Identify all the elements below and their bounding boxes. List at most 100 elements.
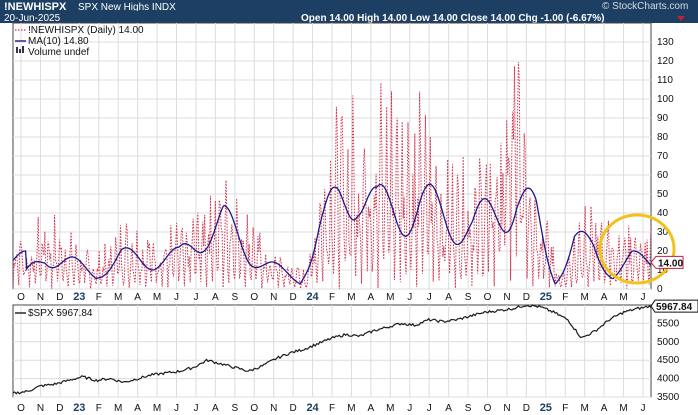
x-tick-label: F [562,403,568,414]
x-tick-label: D [290,403,297,414]
x-tick-label: A [368,292,375,303]
down-triangle-icon [677,16,685,21]
y-tick-label: 130 [657,37,674,48]
y-tick-label: 120 [657,56,674,67]
y-tick-label: 3500 [657,392,680,403]
x-tick-label: 24 [306,291,319,303]
last-value-tag-bottom [650,299,698,313]
x-tick-label: 25 [540,402,552,414]
legend-label: $SPX 5967.84 [28,308,93,319]
y-tick-label: 0 [657,284,663,295]
x-tick-label: J [427,292,432,303]
spx-series-line [12,304,652,395]
y-tick-label: 40 [657,208,669,219]
x-tick-label: S [465,403,472,414]
x-tick-label: S [231,403,238,414]
x-tick-label: M [114,292,122,303]
y-tick-label: 100 [657,94,674,105]
highlight-circle [598,213,676,285]
x-tick-label: N [503,403,510,414]
date-strip [0,11,300,23]
x-tick-label: M [347,403,355,414]
x-tick-label: J [641,292,646,303]
x-tick-label: M [153,403,161,414]
x-tick-label: D [523,403,530,414]
legend-label: Volume undef [28,47,89,58]
last-value-label-bottom: 5967.84 [656,302,693,313]
x-tick-label: N [37,403,44,414]
x-tick-label: M [619,403,627,414]
x-tick-label: M [581,292,589,303]
x-tick-label: J [193,292,198,303]
legend-swatch-volume [19,49,21,53]
x-tick-label: M [619,292,627,303]
y-tick-label: 30 [657,227,669,238]
legend-label: !NEWHISPX (Daily) 14.00 [28,25,144,36]
x-tick-label: O [484,292,492,303]
x-tick-label: M [114,403,122,414]
x-tick-label: O [484,403,492,414]
x-tick-label: D [290,292,297,303]
x-tick-label: F [96,292,102,303]
x-tick-label: J [407,403,412,414]
x-tick-label: J [427,403,432,414]
last-value-label-top: 14.00 [658,258,683,269]
x-tick-label: D [523,292,530,303]
legend-swatch-volume [16,47,18,53]
y-tick-label: 20 [657,246,669,257]
header-description: SPX New Highs INDX [78,2,176,13]
newhighs-series-line [12,62,652,290]
x-tick-label: S [231,292,238,303]
x-tick-label: 23 [73,402,85,414]
y-tick-label: 90 [657,113,669,124]
x-tick-label: 23 [73,291,85,303]
x-tick-label: D [56,403,63,414]
x-tick-label: A [601,403,608,414]
x-tick-label: 25 [540,291,552,303]
x-tick-label: O [250,403,258,414]
y-tick-label: 60 [657,170,669,181]
y-tick-label: 110 [657,75,673,86]
legend-label: MA(10) 14.80 [28,36,89,47]
y-tick-label: 80 [657,132,669,143]
x-tick-label: A [445,403,452,414]
x-tick-label: D [56,292,63,303]
y-tick-label: 4000 [657,374,680,385]
x-tick-label: A [368,403,375,414]
header-quote: Open 14.00 High 14.00 Low 14.00 Close 14… [301,13,604,24]
x-tick-label: F [562,292,568,303]
x-tick-label: N [270,403,277,414]
x-tick-label: M [386,403,394,414]
header-watermark: © StockCharts.com [602,1,688,12]
x-tick-label: F [329,403,335,414]
x-tick-label: A [601,292,608,303]
y-tick-label: 70 [657,151,669,162]
ma10-series-line [12,183,652,285]
y-tick-label: 10 [657,265,669,276]
y-tick-label: 50 [657,189,669,200]
header-date-text: 20-Jun-2025 [4,13,61,24]
x-tick-label: A [134,403,141,414]
x-tick-label: N [37,292,44,303]
x-tick-label: J [407,292,412,303]
legend-swatch-volume [22,46,24,53]
x-tick-label: M [347,292,355,303]
x-tick-label: J [641,403,646,414]
x-tick-label: N [270,292,277,303]
x-tick-label: F [96,403,102,414]
x-tick-label: O [17,292,25,303]
last-value-tag-top [650,255,684,269]
x-tick-label: A [212,403,219,414]
y-tick-label: 4500 [657,355,680,366]
x-tick-label: O [17,403,25,414]
x-tick-label: A [212,292,219,303]
y-tick-label: 5000 [657,337,680,348]
x-tick-label: O [250,292,258,303]
x-tick-label: F [329,292,335,303]
header-symbol: !NEWHISPX [4,1,67,13]
x-tick-label: 24 [306,402,319,414]
x-tick-label: M [386,292,394,303]
x-tick-label: M [581,403,589,414]
x-tick-label: A [445,292,452,303]
header-background [0,0,698,11]
